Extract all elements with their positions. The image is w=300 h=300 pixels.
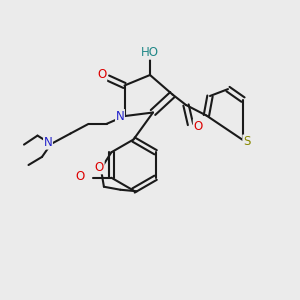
Text: O: O: [95, 161, 104, 174]
Text: O: O: [194, 119, 202, 133]
Text: N: N: [44, 136, 52, 149]
Text: O: O: [98, 68, 106, 82]
Text: N: N: [116, 110, 124, 123]
Text: S: S: [243, 135, 250, 148]
Text: HO: HO: [141, 46, 159, 59]
Text: O: O: [75, 170, 84, 183]
